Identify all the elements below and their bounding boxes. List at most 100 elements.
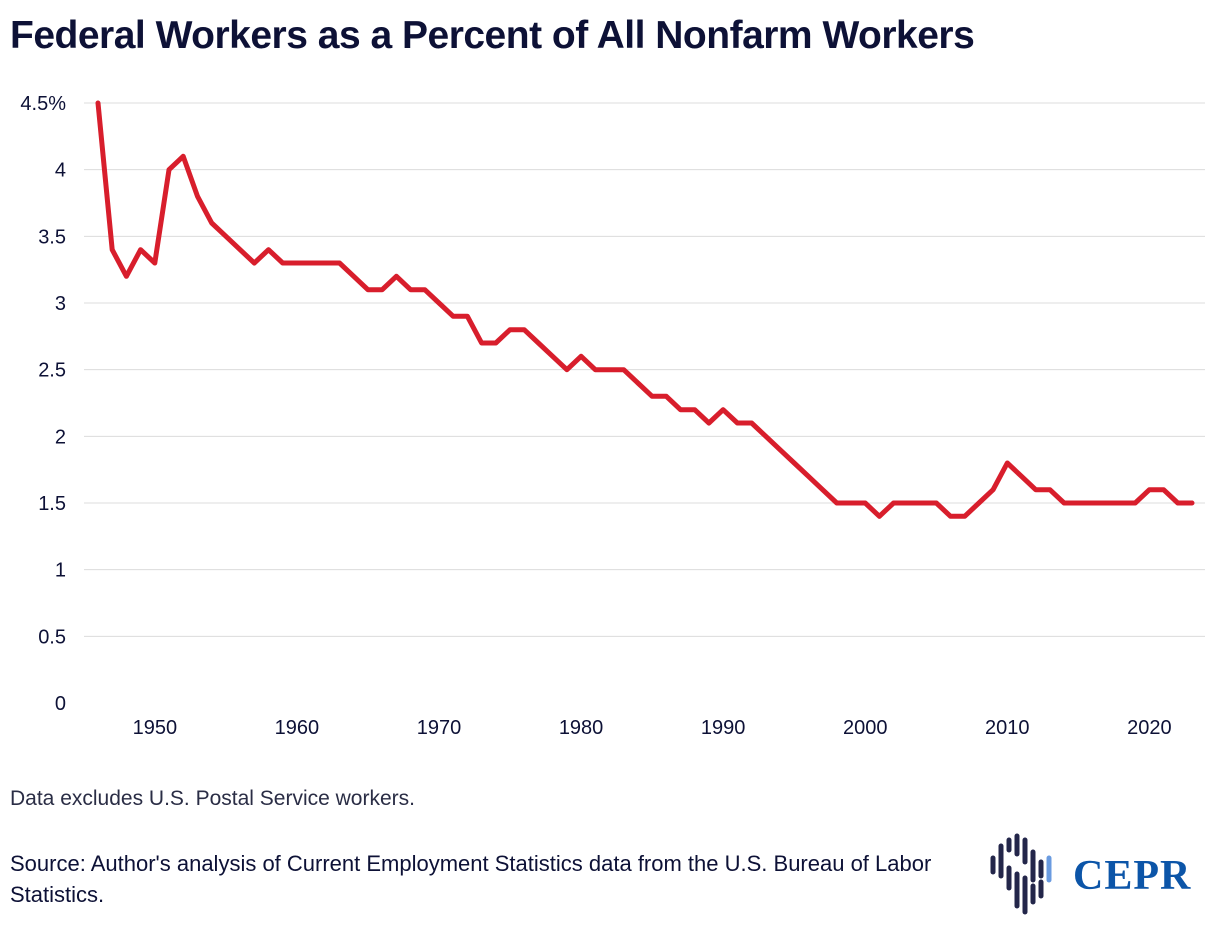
data-point (209, 220, 214, 226)
data-point (493, 340, 498, 346)
data-point (550, 354, 555, 359)
data-point (664, 394, 669, 399)
source-note: Source: Author's analysis of Current Emp… (10, 851, 932, 907)
y-tick-label: 3.5 (38, 226, 66, 248)
series-layer (95, 100, 1195, 519)
data-point (593, 367, 598, 372)
data-point (252, 260, 257, 266)
data-point (905, 500, 910, 506)
data-point (507, 327, 513, 332)
data-point (337, 260, 342, 266)
data-point (735, 420, 740, 426)
data-point (1076, 500, 1081, 506)
data-point (138, 247, 143, 252)
x-tick-label: 1960 (275, 717, 320, 739)
y-axis-ticks: 0 0.5 1 1.5 2 2.5 3 3.5 4 4.5% (20, 93, 66, 715)
data-point (820, 487, 825, 492)
data-point (635, 380, 641, 386)
y-tick-label: 2.5 (38, 360, 66, 382)
y-tick-label: 1.5 (38, 493, 66, 515)
series-line (95, 100, 1195, 519)
data-point (863, 500, 868, 506)
data-point (280, 260, 285, 266)
data-point (1061, 500, 1067, 506)
data-point (1033, 487, 1038, 492)
data-point (919, 500, 925, 506)
data-point (806, 474, 811, 479)
x-tick-label: 1990 (701, 717, 746, 739)
cepr-logo[interactable]: CEPR (985, 832, 1210, 922)
data-point (380, 287, 385, 292)
data-point (578, 354, 584, 359)
data-point (706, 420, 712, 426)
data-point (877, 514, 882, 519)
data-point (1118, 500, 1124, 506)
data-point (834, 500, 839, 506)
data-point (536, 340, 541, 346)
data-point (408, 287, 413, 292)
data-point (1047, 487, 1053, 492)
data-point (891, 500, 896, 506)
data-point (1175, 500, 1181, 506)
data-point (962, 514, 967, 519)
data-point (152, 260, 157, 266)
data-point (649, 394, 655, 399)
x-tick-label: 1980 (559, 717, 604, 739)
data-point (124, 274, 129, 279)
x-tick-label: 1970 (417, 717, 462, 739)
x-tick-label: 2010 (985, 717, 1030, 739)
data-point (678, 407, 683, 412)
y-tick-label: 3 (55, 293, 66, 315)
data-point (1104, 500, 1110, 506)
data-point (564, 367, 570, 372)
x-tick-label: 2000 (843, 717, 888, 739)
data-point (479, 340, 484, 346)
cepr-logo-mark-icon (990, 833, 1052, 915)
data-point (749, 420, 754, 426)
gridlines (84, 102, 1205, 637)
y-tick-label: 1 (55, 560, 66, 582)
data-point (237, 247, 243, 252)
data-point (394, 274, 399, 279)
y-tick-label: 2 (55, 426, 66, 448)
data-point (181, 154, 186, 159)
data-point (351, 274, 356, 279)
data-point (110, 247, 115, 252)
data-point (195, 194, 200, 199)
y-tick-label: 0 (55, 693, 66, 715)
data-point (976, 500, 982, 506)
chart-note: Data excludes U.S. Postal Service worker… (10, 787, 415, 810)
data-point (990, 487, 996, 492)
data-point (621, 367, 626, 372)
data-point (848, 500, 854, 506)
y-tick-label: 4 (55, 160, 66, 182)
data-point (166, 167, 172, 172)
data-point (451, 314, 456, 319)
data-point (607, 367, 612, 372)
y-tick-label: 4.5% (20, 93, 66, 115)
data-point (777, 447, 783, 452)
data-point (308, 260, 314, 266)
x-axis-ticks: 1950 1960 1970 1980 1990 2000 2010 2020 (133, 717, 1172, 739)
data-point (1019, 474, 1024, 479)
data-point (365, 287, 371, 292)
data-point (720, 407, 726, 412)
data-point (792, 460, 797, 466)
data-point (1161, 487, 1166, 492)
chart-title: Federal Workers as a Percent of All Nonf… (10, 14, 975, 57)
data-point (436, 300, 442, 306)
y-tick-label: 0.5 (38, 626, 66, 648)
data-point (763, 434, 768, 439)
data-point (294, 260, 300, 266)
cepr-logo-text: CEPR (1073, 853, 1192, 899)
data-point (1005, 460, 1010, 466)
data-point (934, 500, 939, 506)
data-point (1090, 500, 1095, 506)
data-point (1133, 500, 1138, 506)
line-chart: 00.511.522.533.544.5% 1950 1960 1970 1980 19… (20, 93, 1205, 739)
data-point (948, 514, 953, 519)
data-point (692, 407, 697, 412)
data-point (1147, 487, 1152, 492)
data-point (465, 314, 470, 319)
data-point (323, 260, 328, 266)
